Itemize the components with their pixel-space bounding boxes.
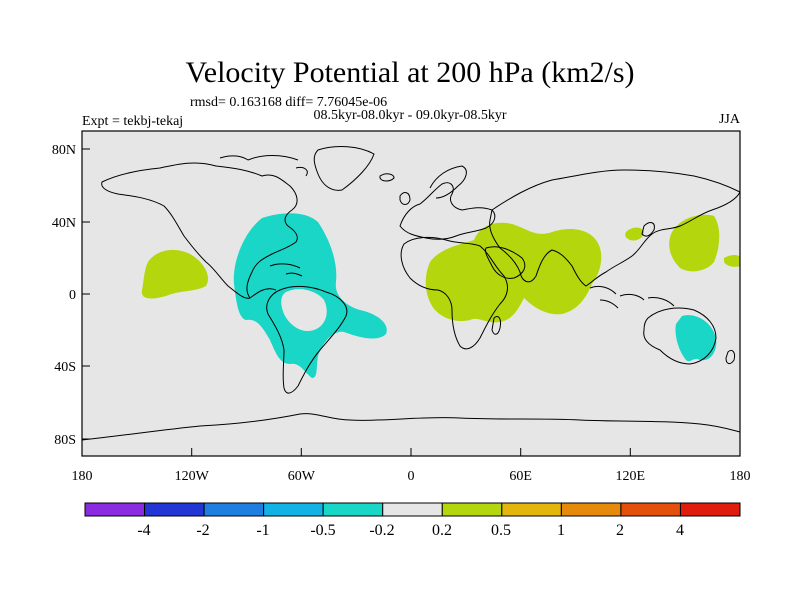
lon-label-120w: 120W	[175, 469, 210, 484]
stats-label: rmsd= 0.163168 diff= 7.76045e-06	[190, 95, 387, 110]
colorbar-swatch	[620, 502, 681, 517]
lon-label-180w: 180	[72, 469, 93, 484]
positive-anomaly-east-pacific	[141, 249, 209, 299]
coastline-new-zealand	[725, 349, 735, 365]
positive-anomaly-west-pacific	[669, 214, 720, 272]
period-label: 08.5kyr-08.0kyr - 09.0kyr-08.5kyr	[313, 108, 506, 123]
negative-anomaly-australia	[675, 315, 717, 362]
coastline-australia	[643, 307, 717, 365]
colorbar-label-pos02: 0.2	[432, 522, 452, 539]
coastlines	[81, 146, 741, 441]
colorbar-label-neg02: -0.2	[369, 522, 394, 539]
coastline-north-america	[101, 162, 298, 299]
neutral-hole-south-america	[281, 289, 327, 332]
colorbar-swatch	[322, 502, 384, 517]
colorbar-label-neg2: -2	[196, 522, 209, 539]
coastline-caribbean	[269, 263, 303, 277]
lon-label-0: 0	[408, 469, 415, 484]
coastline-arctic-islands	[219, 155, 308, 177]
coastline-africa	[400, 236, 508, 350]
lat-label-40n: 40N	[52, 216, 76, 231]
coastline-japan	[641, 222, 655, 237]
lon-label-60w: 60W	[288, 469, 316, 484]
map-title: Velocity Potential at 200 hPa (km2/s)	[185, 56, 634, 89]
colorbar-swatch	[501, 502, 562, 517]
experiment-label: Expt = tekbj-tekaj	[82, 114, 183, 129]
coastline-british-isles	[399, 192, 411, 205]
lon-label-120e: 120E	[616, 469, 646, 484]
colorbar-swatch	[441, 502, 503, 517]
ocean-background	[82, 131, 740, 456]
colorbar-label-pos05: 0.5	[491, 522, 511, 539]
colorbar-swatch	[203, 502, 265, 517]
lat-label-40s: 40S	[54, 360, 76, 375]
colorbar-swatch	[679, 502, 741, 517]
coastline-central-america	[249, 288, 277, 299]
lon-label-180e: 180	[730, 469, 751, 484]
latitude-axis	[82, 148, 90, 440]
colorbar-swatches	[84, 502, 741, 517]
colorbar-swatch	[263, 502, 324, 517]
map-panel	[81, 130, 741, 457]
colorbar-swatch	[144, 502, 205, 517]
positive-anomaly-east-asia	[625, 227, 644, 241]
colorbar-label-neg4: -4	[137, 522, 150, 539]
lat-label-0: 0	[69, 288, 76, 303]
colorbar-swatch	[560, 502, 622, 517]
coastline-antarctica	[81, 413, 741, 441]
colorbar-labels: -4 -2 -1 -0.5 -0.2 0.2 0.5 1 2 4	[137, 522, 684, 539]
coastline-asia	[489, 169, 741, 287]
colorbar-label-pos4: 4	[676, 522, 684, 539]
coastline-greenland	[313, 146, 375, 191]
positive-anomaly-africa-indian	[425, 222, 602, 323]
season-label: JJA	[719, 112, 741, 127]
colorbar-swatch	[84, 502, 146, 517]
positive-anomaly-dateline	[724, 255, 740, 267]
coastline-madagascar	[491, 315, 501, 335]
longitude-axis	[81, 448, 741, 456]
lat-label-80n: 80N	[52, 143, 76, 158]
colorbar-swatch	[382, 502, 443, 517]
lat-label-80s: 80S	[54, 433, 76, 448]
colorbar-label-neg1: -1	[256, 522, 269, 539]
colorbar-label-neg05: -0.5	[310, 522, 335, 539]
coastline-scandinavia	[429, 165, 467, 199]
coastline-arabia	[485, 246, 526, 279]
colorbar: -4 -2 -1 -0.5 -0.2 0.2 0.5 1 2 4	[84, 502, 741, 539]
coastline-maritime-continent	[589, 285, 675, 309]
colorbar-label-pos1: 1	[557, 522, 565, 539]
colorbar-label-pos2: 2	[616, 522, 624, 539]
coastline-south-america	[266, 285, 348, 394]
coastline-iceland	[379, 173, 395, 182]
lon-label-60e: 60E	[509, 469, 532, 484]
